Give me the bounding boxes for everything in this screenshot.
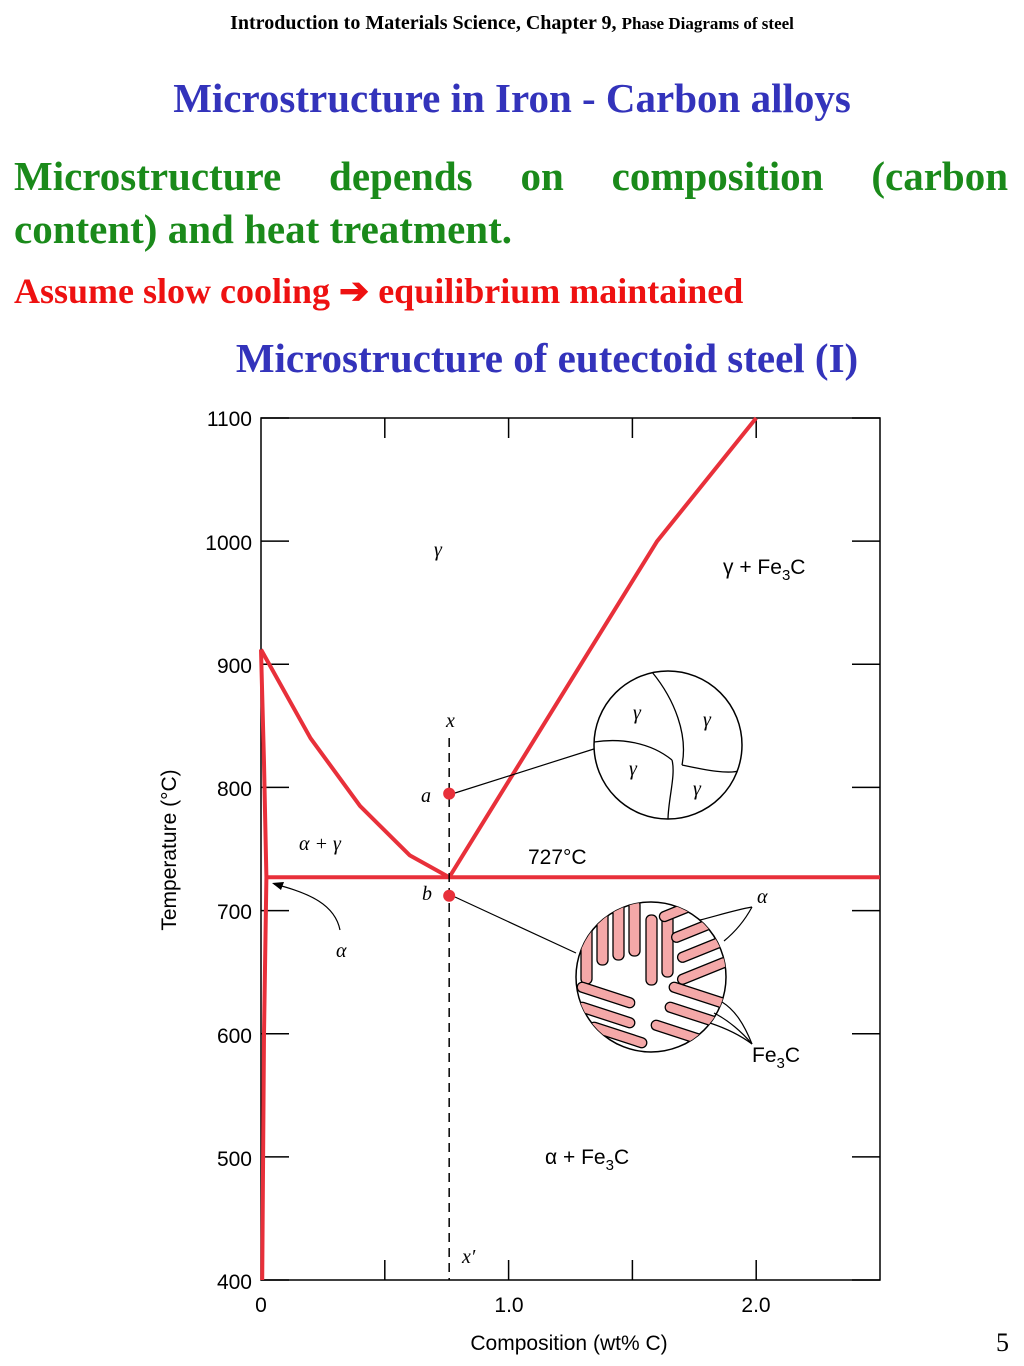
state-points (443, 787, 456, 902)
composition-label-x-prime: x′ (461, 1246, 476, 1268)
phase-boundaries (259, 416, 880, 1281)
x-axis-label: Composition (wt% C) (470, 1332, 667, 1355)
grain-label: γ (693, 778, 702, 800)
region-label-alpha-gamma: α + γ (299, 833, 342, 855)
point-label-a: a (421, 785, 431, 807)
state-point-b (443, 889, 456, 902)
state-point-a (443, 787, 456, 800)
assumption-result: equilibrium maintained (378, 271, 744, 311)
grain-label: γ (633, 702, 642, 724)
composition-label-x: x (445, 710, 455, 732)
grain-label: γ (629, 758, 638, 780)
y-tick-label: 600 (217, 1025, 252, 1048)
header-text-small: Phase Diagrams of steel (621, 14, 794, 33)
leader-line-b (454, 896, 577, 954)
alpha-pointer-head (272, 882, 284, 890)
y-tick-label: 900 (217, 655, 252, 678)
phase-boundary-line (447, 416, 758, 879)
y-tick-label: 700 (217, 901, 252, 924)
y-axis-label: Temperature (°C) (158, 769, 181, 930)
leader-line-a (454, 747, 598, 794)
region-label-alpha: α (336, 940, 347, 962)
right-arrow-icon: ➔ (339, 271, 370, 311)
point-label-b: b (422, 883, 432, 905)
temperature-annotation: 727°C (528, 846, 587, 869)
header-text: Introduction to Materials Science, Chapt… (230, 12, 617, 34)
y-tick-label: 500 (217, 1148, 252, 1171)
slide-title: Microstructure in Iron - Carbon alloys (173, 75, 851, 121)
phase-boundary-line (259, 649, 269, 1281)
x-tick-label: 0 (255, 1294, 267, 1317)
y-tick-label: 400 (217, 1271, 252, 1294)
x-tick-label: 1.0 (494, 1294, 523, 1317)
intro-text: Microstructure depends on composition (c… (14, 153, 1008, 252)
y-tick-label: 1000 (205, 532, 252, 555)
assumption-line: Assume slow cooling ➔ equilibrium mainta… (14, 270, 743, 312)
axis-ticks (261, 417, 880, 1281)
x-tick-label: 2.0 (741, 1294, 770, 1317)
pearlite-micrograph: α Fe3C (575, 886, 800, 1072)
slide-header: Introduction to Materials Science, Chapt… (0, 12, 1024, 35)
pearlite-alpha-label: α (757, 886, 768, 908)
alpha-pointer-arrow (273, 883, 341, 931)
phase-boundary-line (259, 648, 451, 880)
region-label-alpha-fe3c: α + Fe3C (545, 1146, 629, 1174)
assumption-text: Assume slow cooling (14, 271, 331, 311)
region-label-gamma-fe3c: γ + Fe3C (723, 556, 805, 584)
region-label-gamma: γ (434, 539, 443, 561)
grain-label: γ (703, 709, 712, 731)
austenite-micrograph: γ γ γ γ (593, 670, 743, 820)
plot-frame (260, 417, 881, 1281)
section-subtitle: Microstructure of eutectoid steel (I) (235, 335, 859, 381)
page-number: 5 (996, 1328, 1009, 1357)
x-tick-labels: 0 1.0 2.0 (255, 1294, 770, 1317)
y-tick-label: 800 (217, 778, 252, 801)
y-tick-labels: 400 500 600 700 800 900 1000 1100 (205, 408, 252, 1294)
y-tick-label: 1100 (207, 408, 252, 431)
pearlite-fe3c-label: Fe3C (752, 1044, 800, 1072)
